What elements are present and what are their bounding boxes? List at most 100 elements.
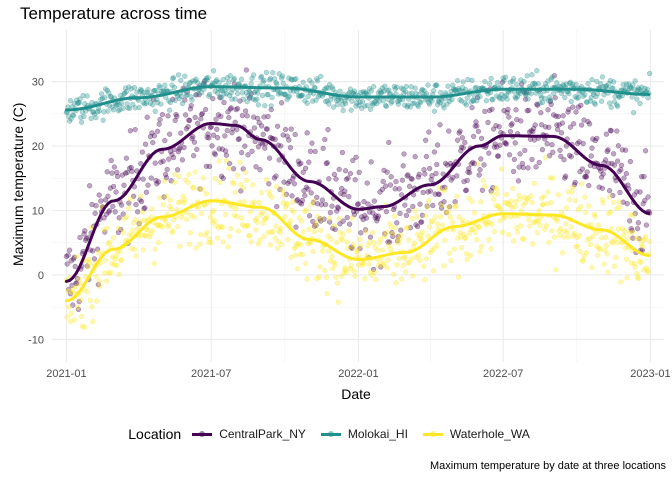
data-point (536, 208, 542, 214)
data-point (159, 224, 166, 230)
data-point (528, 128, 534, 134)
data-point (197, 241, 203, 247)
data-point (398, 232, 404, 238)
data-point (526, 129, 533, 135)
data-point (546, 98, 552, 104)
data-point (131, 85, 138, 91)
data-point (434, 142, 441, 148)
data-point (405, 102, 411, 108)
data-point (358, 214, 365, 220)
data-point (434, 221, 441, 227)
data-point (225, 244, 231, 250)
data-point (123, 155, 130, 161)
data-point (81, 113, 87, 120)
data-point (403, 225, 410, 231)
data-point (600, 200, 606, 206)
data-point (222, 133, 228, 139)
data-point (525, 195, 531, 201)
data-point (504, 96, 510, 102)
data-point (362, 89, 369, 95)
data-point (529, 199, 535, 205)
data-point (535, 218, 542, 224)
data-point (584, 169, 590, 175)
data-point (511, 156, 518, 163)
data-point (467, 252, 474, 259)
data-point (438, 205, 445, 211)
data-point (383, 103, 390, 110)
data-point (268, 103, 274, 109)
data-point (411, 100, 418, 106)
data-point (446, 204, 453, 210)
data-point (325, 233, 331, 239)
data-point (384, 169, 390, 175)
data-point (214, 126, 220, 132)
data-point (260, 220, 266, 226)
data-point (338, 273, 345, 279)
data-point (582, 194, 588, 200)
data-point (212, 88, 218, 94)
data-point (415, 174, 422, 180)
data-point (382, 231, 388, 237)
data-point (374, 100, 380, 107)
data-point (109, 104, 115, 110)
data-point (361, 198, 367, 205)
data-point (296, 215, 302, 221)
data-point (310, 199, 317, 206)
data-point (623, 256, 630, 262)
data-point (203, 75, 210, 81)
data-point (343, 269, 350, 276)
data-point (82, 228, 88, 234)
data-point (314, 275, 320, 282)
data-point (74, 275, 81, 282)
data-point (381, 167, 387, 174)
data-point (393, 178, 399, 185)
data-point (170, 217, 177, 223)
data-point (266, 155, 273, 161)
data-point (318, 218, 324, 224)
data-point (331, 223, 338, 229)
data-point (186, 117, 193, 124)
data-point (565, 109, 571, 115)
data-point (198, 231, 204, 238)
data-point (213, 78, 219, 84)
data-point (108, 157, 114, 164)
data-point (362, 229, 369, 235)
data-point (138, 87, 145, 94)
data-point (341, 269, 347, 275)
data-point (298, 92, 305, 99)
data-point (318, 216, 325, 222)
data-point (393, 280, 399, 286)
data-point (622, 228, 628, 234)
data-point (593, 93, 599, 100)
data-point (146, 234, 153, 240)
data-point (501, 107, 507, 114)
data-point (521, 78, 527, 85)
data-point (246, 95, 253, 101)
data-point (321, 216, 327, 222)
data-point (627, 84, 634, 90)
data-point (443, 209, 450, 215)
data-point (172, 171, 178, 178)
data-point (303, 184, 310, 190)
data-point (622, 245, 629, 251)
data-point (600, 84, 606, 90)
data-point (550, 175, 556, 181)
data-point (435, 191, 442, 197)
data-point (483, 222, 490, 228)
data-point (206, 91, 213, 98)
data-point (338, 185, 345, 192)
data-point (111, 262, 118, 268)
data-point (534, 218, 540, 224)
data-point (130, 220, 137, 226)
data-point (401, 151, 407, 157)
data-point (317, 216, 323, 222)
data-point (176, 95, 182, 102)
data-point (510, 76, 517, 82)
data-point (618, 167, 624, 173)
data-point (482, 79, 488, 85)
data-point (548, 101, 554, 108)
data-point (496, 124, 502, 130)
data-point (354, 100, 360, 106)
data-point (329, 203, 335, 209)
data-point (251, 89, 258, 96)
